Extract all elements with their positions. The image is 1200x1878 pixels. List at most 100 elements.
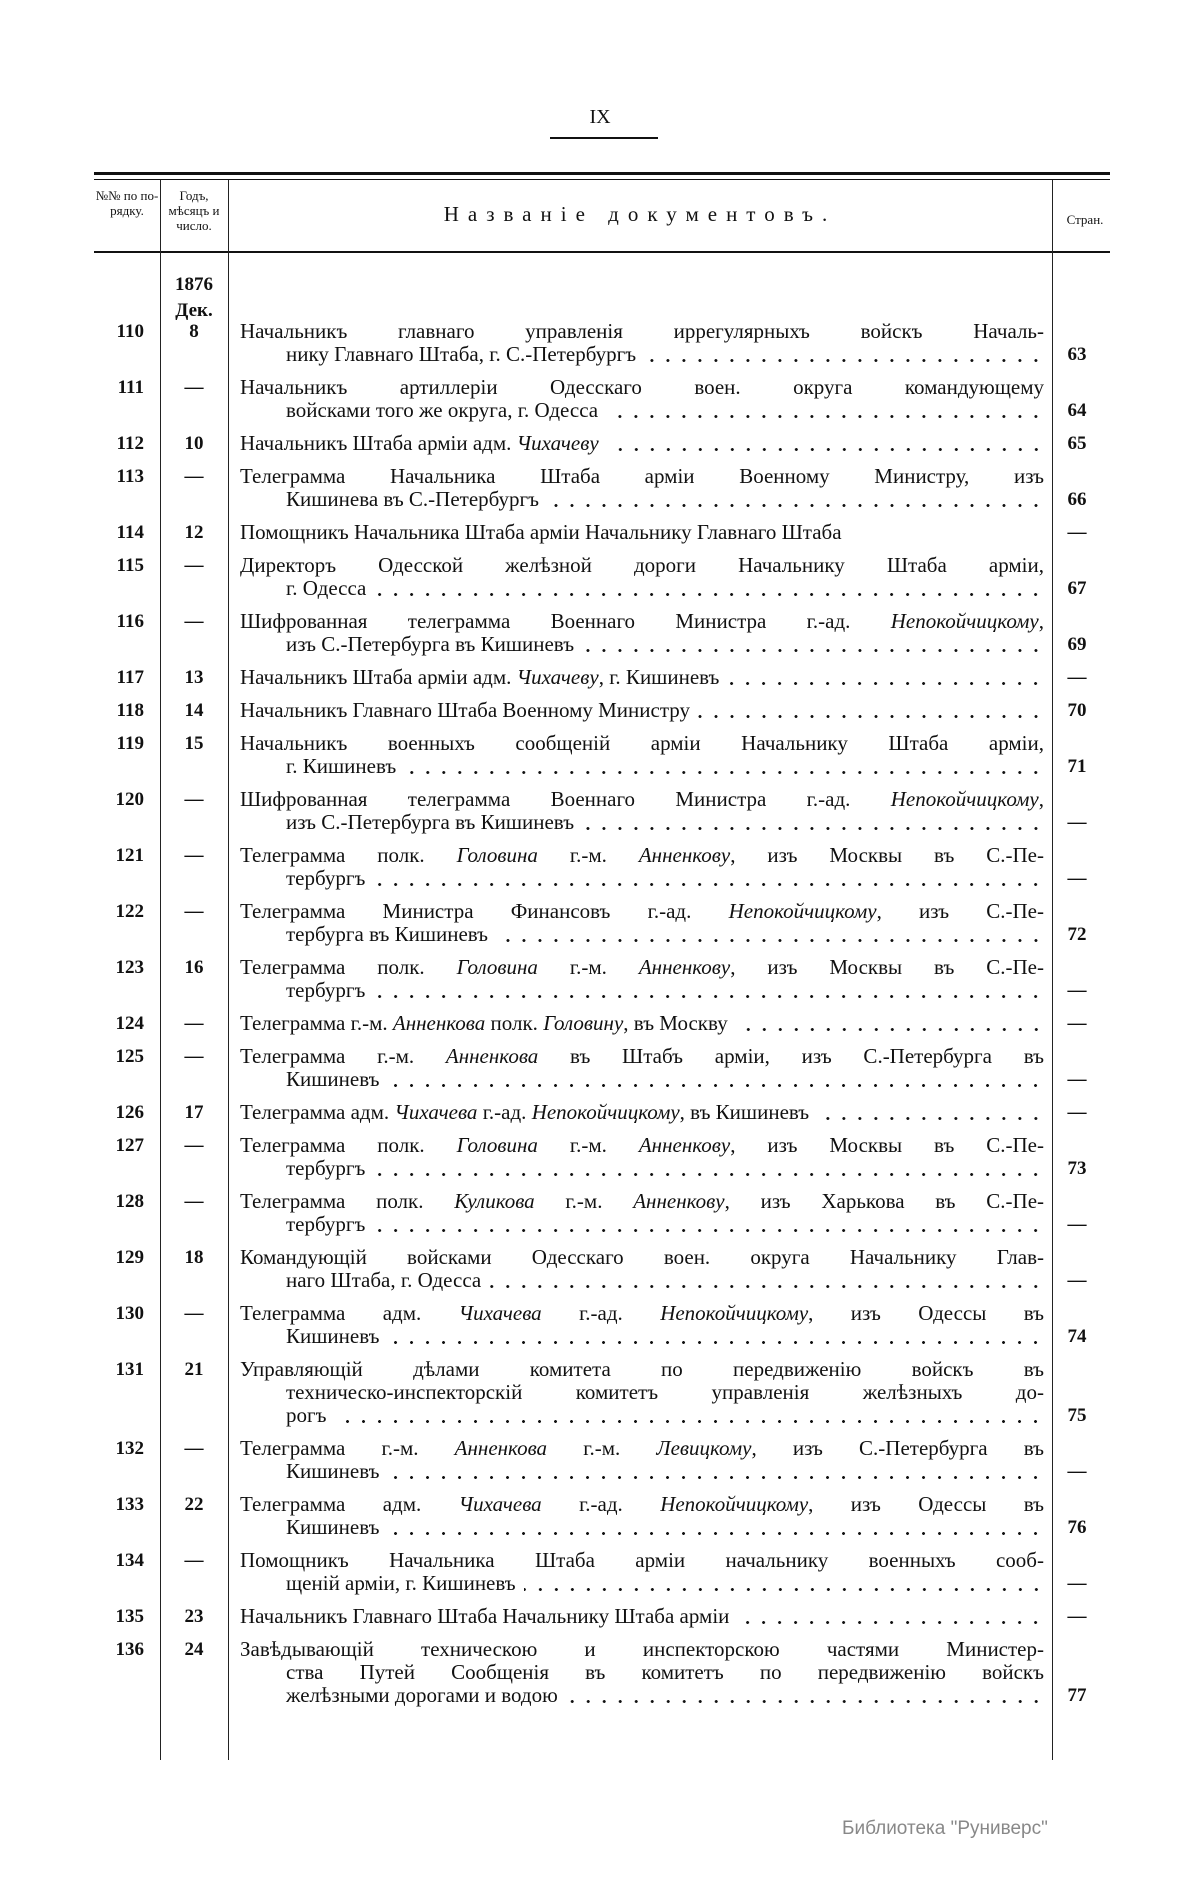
title-text: Телеграмма полк. <box>240 1189 455 1213</box>
row-page: 75 <box>1067 1405 1087 1426</box>
title-line: Телеграмма адм. Чихачева г.-ад. Непокойч… <box>240 1302 1044 1325</box>
row-date: 15 <box>184 733 204 754</box>
header-title: Названіе документовъ. <box>443 202 837 226</box>
dot-leader <box>387 1516 1044 1539</box>
title-text: изъ С.-Петербурга въ Кишиневъ <box>286 632 575 656</box>
row-number: 118 <box>116 700 144 721</box>
title-line: Кишиневъ <box>240 1460 1044 1483</box>
row-date: 12 <box>184 522 204 543</box>
row-date: — <box>184 1303 204 1324</box>
title-text: Телеграмма полк. <box>240 843 457 867</box>
dot-leader <box>735 1012 1044 1035</box>
row-number: 129 <box>115 1247 145 1268</box>
title-text: , <box>1038 609 1044 633</box>
row-number: 127 <box>115 1135 145 1156</box>
dot-leader <box>582 811 1044 834</box>
table-row: 118 14 Начальникъ Главнаго Штаба Военному … <box>94 699 1124 722</box>
table-row: 110 8 Начальникъ главнаго управленія иррег… <box>94 320 1124 366</box>
dot-leader <box>373 979 1044 1002</box>
dot-leader <box>387 1068 1044 1091</box>
row-date: 18 <box>184 1247 204 1268</box>
title-line: Шифрованная телеграмма Военнаго Министра… <box>240 788 1044 811</box>
row-title: Телеграмма полк. Головина г.-м. Анненков… <box>228 844 1044 890</box>
title-line: Кишиневъ <box>240 1068 1044 1091</box>
title-text: г.-м. <box>537 1133 639 1157</box>
row-number: 128 <box>115 1191 145 1212</box>
column-divider <box>160 180 161 1760</box>
title-line: щеній арміи, г. Кишиневъ <box>240 1572 1044 1595</box>
person-name: Чихачева <box>458 1492 542 1516</box>
row-page: — <box>1067 667 1087 688</box>
title-line: Телеграмма г.-м. Анненкова г.-м. Левицко… <box>240 1437 1044 1460</box>
title-text: Управляющій дѣлами комитета по передвиже… <box>240 1357 1044 1381</box>
table-row: 129 18 Командующій войсками Одесскаго воен… <box>94 1246 1124 1292</box>
dot-leader <box>489 1269 1044 1292</box>
title-line: Кишинева въ С.-Петербургъ <box>240 488 1044 511</box>
dot-leader <box>817 1101 1044 1124</box>
row-title: Начальникъ главнаго управленія иррегуляр… <box>228 320 1044 366</box>
row-page: 77 <box>1067 1685 1087 1706</box>
title-text: Телеграмма полк. <box>240 955 457 979</box>
title-text: тербургъ <box>286 1156 366 1180</box>
row-number: 135 <box>115 1606 145 1627</box>
table-row: 135 23 Начальникъ Главнаго Штаба Начальник… <box>94 1605 1124 1628</box>
title-text: г.-ад. <box>541 1492 661 1516</box>
row-page: 64 <box>1067 400 1087 421</box>
row-date: — <box>184 1013 204 1034</box>
title-text: Кишиневъ <box>286 1459 380 1483</box>
row-date: 24 <box>184 1639 204 1660</box>
row-page: — <box>1067 868 1087 889</box>
dot-leader <box>737 1605 1044 1628</box>
title-line: Начальникъ Главнаго Штаба Военному Минис… <box>240 699 1044 722</box>
row-date: — <box>184 901 204 922</box>
title-line: Завѣдывающій техническою и инспекторскою… <box>240 1638 1044 1661</box>
row-title: Помощникъ Начальника Штаба арміи Начальн… <box>228 521 1044 544</box>
title-text: Начальникъ Штаба арміи адм. <box>240 431 517 455</box>
title-text: тербурга въ Кишиневъ <box>286 922 489 946</box>
title-text: , изъ Москвы въ С.-Пе- <box>730 1133 1044 1157</box>
row-date: — <box>184 1550 204 1571</box>
row-title: Начальникъ военныхъ сообщеній арміи Нача… <box>228 732 1044 778</box>
title-text: Телеграмма г.-м. <box>240 1436 455 1460</box>
table-row: 121 — Телеграмма полк. Головина г.-м. Анне… <box>94 844 1124 890</box>
row-date: 16 <box>184 957 204 978</box>
title-text: въ Штабъ арміи, изъ С.-Петербурга въ <box>538 1044 1044 1068</box>
person-name: Чихачеву <box>516 431 599 455</box>
row-number: 112 <box>116 433 144 454</box>
title-line: Шифрованная телеграмма Военнаго Министра… <box>240 610 1044 633</box>
row-number: 126 <box>115 1102 145 1123</box>
title-line: Начальникъ артиллеріи Одесскаго воен. ок… <box>240 376 1044 399</box>
title-line: наго Штаба, г. Одесса <box>240 1269 1044 1292</box>
row-number: 122 <box>115 901 145 922</box>
row-page: — <box>1067 522 1087 543</box>
row-date: — <box>184 1191 204 1212</box>
title-text: , изъ Харькова въ С.-Пе- <box>724 1189 1045 1213</box>
row-page: 67 <box>1067 578 1087 599</box>
row-page: 63 <box>1067 344 1087 365</box>
title-text: , изъ Москвы въ С.-Пе- <box>730 843 1044 867</box>
title-text: , изъ С.-Пе- <box>876 899 1044 923</box>
row-title: Телеграмма полк. Головина г.-м. Анненков… <box>228 956 1044 1002</box>
dot-leader <box>387 1460 1044 1483</box>
title-text: г. Одесса <box>286 576 367 600</box>
title-text: Шифрованная телеграмма Военнаго Министра… <box>240 787 891 811</box>
row-title: Шифрованная телеграмма Военнаго Министра… <box>228 788 1044 834</box>
row-date: 10 <box>184 433 204 454</box>
row-number: 113 <box>116 466 144 487</box>
row-page: 66 <box>1067 489 1087 510</box>
row-title: Управляющій дѣлами комитета по передвиже… <box>228 1358 1044 1427</box>
dot-leader <box>644 343 1044 366</box>
table-row: 123 16 Телеграмма полк. Головина г.-м. Анн… <box>94 956 1124 1002</box>
title-text: Шифрованная телеграмма Военнаго Министра… <box>240 609 891 633</box>
row-title: Помощникъ Начальника Штаба арміи начальн… <box>228 1549 1044 1595</box>
header-page: Стран. <box>1066 212 1104 227</box>
row-date: 14 <box>184 700 204 721</box>
title-text: Телеграмма г.-м. <box>240 1044 446 1068</box>
title-text: Командующій войсками Одесскаго воен. окр… <box>240 1245 1044 1269</box>
row-number: 117 <box>116 667 144 688</box>
row-number: 115 <box>116 555 144 576</box>
dot-leader <box>606 432 1044 455</box>
row-date: — <box>184 377 204 398</box>
title-line: Помощникъ Начальника Штаба арміи Начальн… <box>240 521 1044 544</box>
title-line: Телеграмма полк. Куликова г.-м. Анненков… <box>240 1190 1044 1213</box>
